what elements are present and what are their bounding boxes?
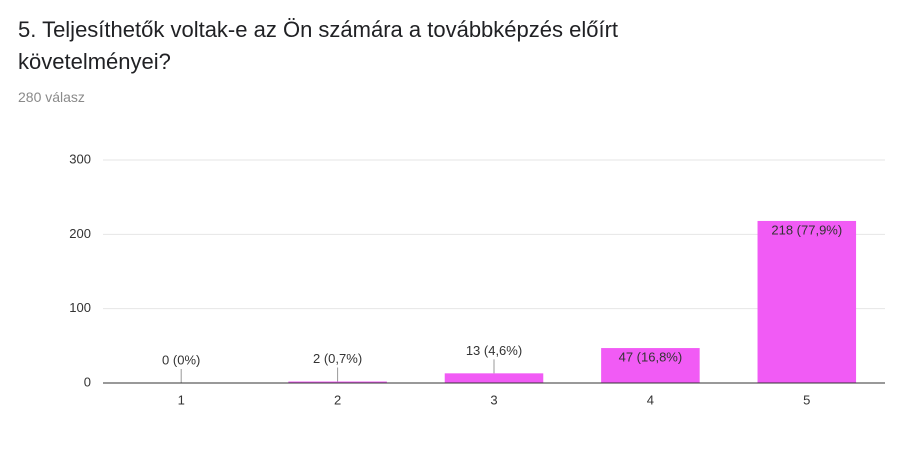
x-tick-label: 3 <box>490 392 497 407</box>
value-label: 2 (0,7%) <box>313 351 362 366</box>
bar <box>444 373 544 383</box>
chart-title: 5. Teljesíthetők voltak-e az Ön számára … <box>18 17 619 74</box>
y-tick-label: 0 <box>84 374 91 389</box>
x-tick-label: 4 <box>647 392 654 407</box>
bar <box>757 220 857 383</box>
value-label: 218 (77,9%) <box>771 222 842 237</box>
y-tick-label: 200 <box>69 226 91 241</box>
x-tick-label: 1 <box>178 392 185 407</box>
value-label: 47 (16,8%) <box>619 350 683 365</box>
value-label: 13 (4,6%) <box>466 343 522 358</box>
bar <box>288 381 387 383</box>
y-tick-label: 300 <box>69 151 91 166</box>
bar <box>601 348 700 383</box>
chart-subtitle: 280 válasz <box>18 89 85 105</box>
x-tick-label: 2 <box>334 392 341 407</box>
value-label: 0 (0%) <box>162 352 200 367</box>
x-tick-label: 5 <box>803 392 810 407</box>
y-tick-label: 100 <box>69 300 91 315</box>
